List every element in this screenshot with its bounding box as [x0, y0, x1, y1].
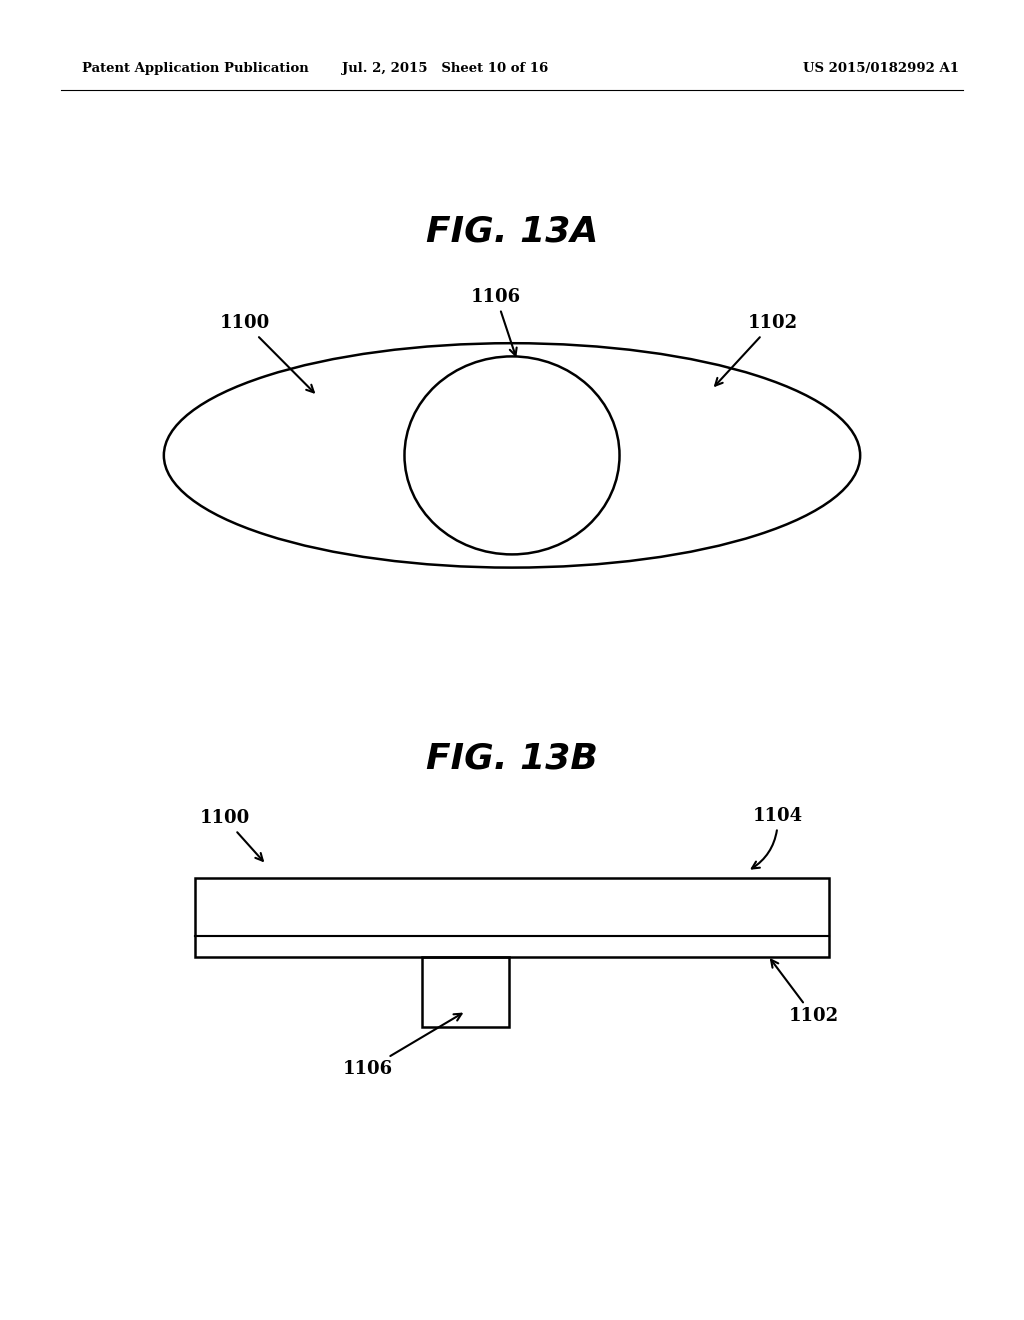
Text: 1102: 1102	[715, 314, 798, 385]
Text: 1106: 1106	[343, 1014, 462, 1078]
Text: US 2015/0182992 A1: US 2015/0182992 A1	[803, 62, 958, 75]
Text: 1104: 1104	[752, 807, 803, 869]
Text: Patent Application Publication: Patent Application Publication	[82, 62, 308, 75]
Bar	[423, 957, 510, 1027]
Text: 1100: 1100	[220, 314, 313, 392]
Text: 1106: 1106	[471, 288, 521, 355]
Text: FIG. 13A: FIG. 13A	[426, 214, 598, 248]
Text: Jul. 2, 2015   Sheet 10 of 16: Jul. 2, 2015 Sheet 10 of 16	[342, 62, 549, 75]
Text: 1102: 1102	[771, 960, 839, 1026]
Text: 1100: 1100	[200, 809, 263, 861]
Bar	[195, 878, 829, 957]
Text: FIG. 13B: FIG. 13B	[426, 742, 598, 776]
